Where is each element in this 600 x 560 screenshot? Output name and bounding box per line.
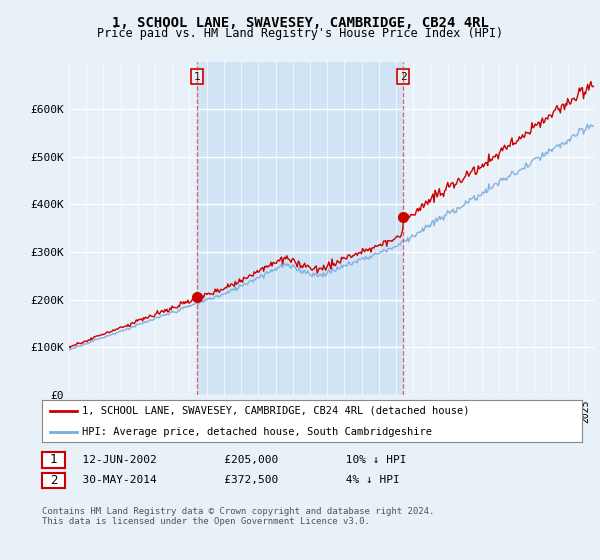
Text: 1: 1 — [50, 453, 57, 466]
Text: 30-MAY-2014          £372,500          4% ↓ HPI: 30-MAY-2014 £372,500 4% ↓ HPI — [69, 475, 400, 486]
Text: Contains HM Land Registry data © Crown copyright and database right 2024.
This d: Contains HM Land Registry data © Crown c… — [42, 507, 434, 526]
Bar — [197, 62, 403, 395]
Text: 12-JUN-2002          £205,000          10% ↓ HPI: 12-JUN-2002 £205,000 10% ↓ HPI — [69, 455, 407, 465]
Text: 1, SCHOOL LANE, SWAVESEY, CAMBRIDGE, CB24 4RL (detached house): 1, SCHOOL LANE, SWAVESEY, CAMBRIDGE, CB2… — [83, 406, 470, 416]
Text: 1, SCHOOL LANE, SWAVESEY, CAMBRIDGE, CB24 4RL: 1, SCHOOL LANE, SWAVESEY, CAMBRIDGE, CB2… — [112, 16, 488, 30]
Text: Price paid vs. HM Land Registry's House Price Index (HPI): Price paid vs. HM Land Registry's House … — [97, 27, 503, 40]
Text: 2: 2 — [400, 72, 407, 82]
Text: 1: 1 — [194, 72, 200, 82]
Text: HPI: Average price, detached house, South Cambridgeshire: HPI: Average price, detached house, Sout… — [83, 427, 433, 437]
Text: 2: 2 — [50, 474, 57, 487]
